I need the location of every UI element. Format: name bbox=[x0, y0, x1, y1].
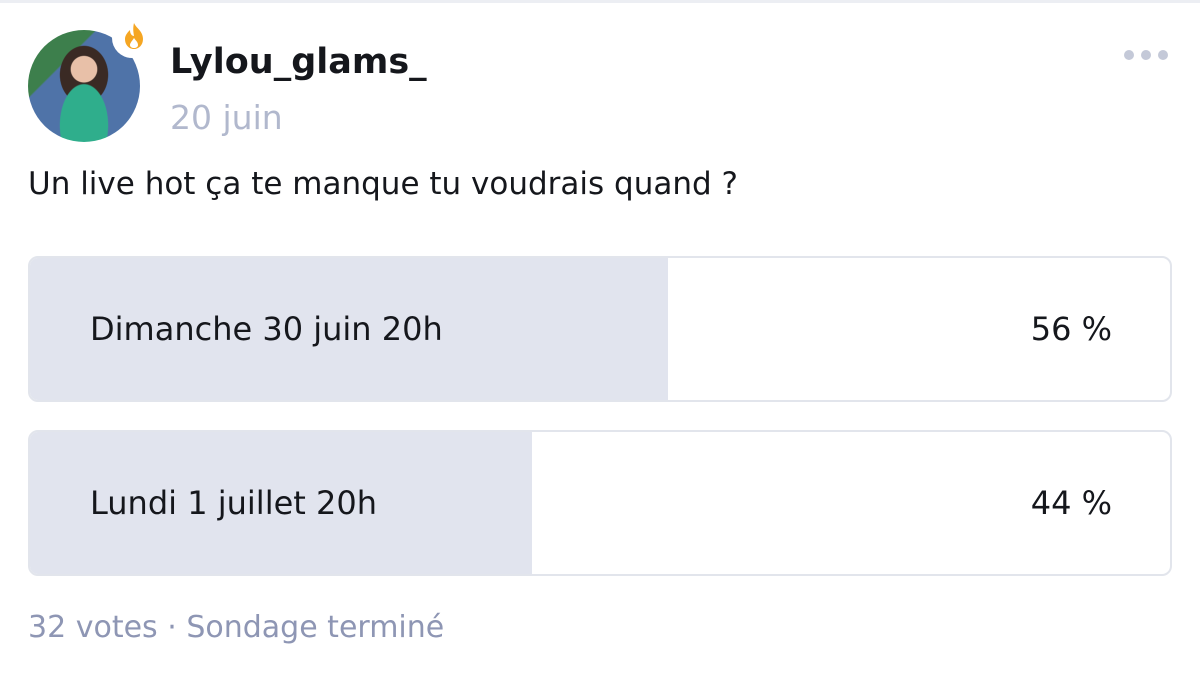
poll-footer: 32 votes · Sondage terminé bbox=[28, 610, 444, 645]
poll-result-bar bbox=[30, 432, 532, 574]
poll-option[interactable]: Dimanche 30 juin 20h 56 % bbox=[28, 256, 1172, 402]
poll-option-label: Dimanche 30 juin 20h bbox=[90, 310, 443, 348]
poll-result-bar bbox=[30, 258, 669, 400]
poll-status: Sondage terminé bbox=[186, 610, 445, 645]
poll-option-percent: 56 % bbox=[1030, 310, 1112, 348]
poll-option-percent: 44 % bbox=[1030, 484, 1112, 522]
vote-count: 32 votes bbox=[28, 610, 158, 645]
post-date: 20 juin bbox=[170, 98, 283, 137]
poll-question: Un live hot ça te manque tu voudrais qua… bbox=[28, 166, 738, 202]
more-horizontal-icon bbox=[1124, 50, 1134, 60]
more-options-button[interactable] bbox=[1124, 50, 1168, 60]
flame-icon bbox=[125, 23, 143, 49]
poll-option-label: Lundi 1 juillet 20h bbox=[90, 484, 377, 522]
more-horizontal-icon bbox=[1141, 50, 1151, 60]
top-divider bbox=[0, 0, 1200, 3]
separator: · bbox=[167, 610, 177, 645]
author-name[interactable]: Lylou_glams_ bbox=[170, 42, 427, 82]
more-horizontal-icon bbox=[1158, 50, 1168, 60]
poll-option[interactable]: Lundi 1 juillet 20h 44 % bbox=[28, 430, 1172, 576]
